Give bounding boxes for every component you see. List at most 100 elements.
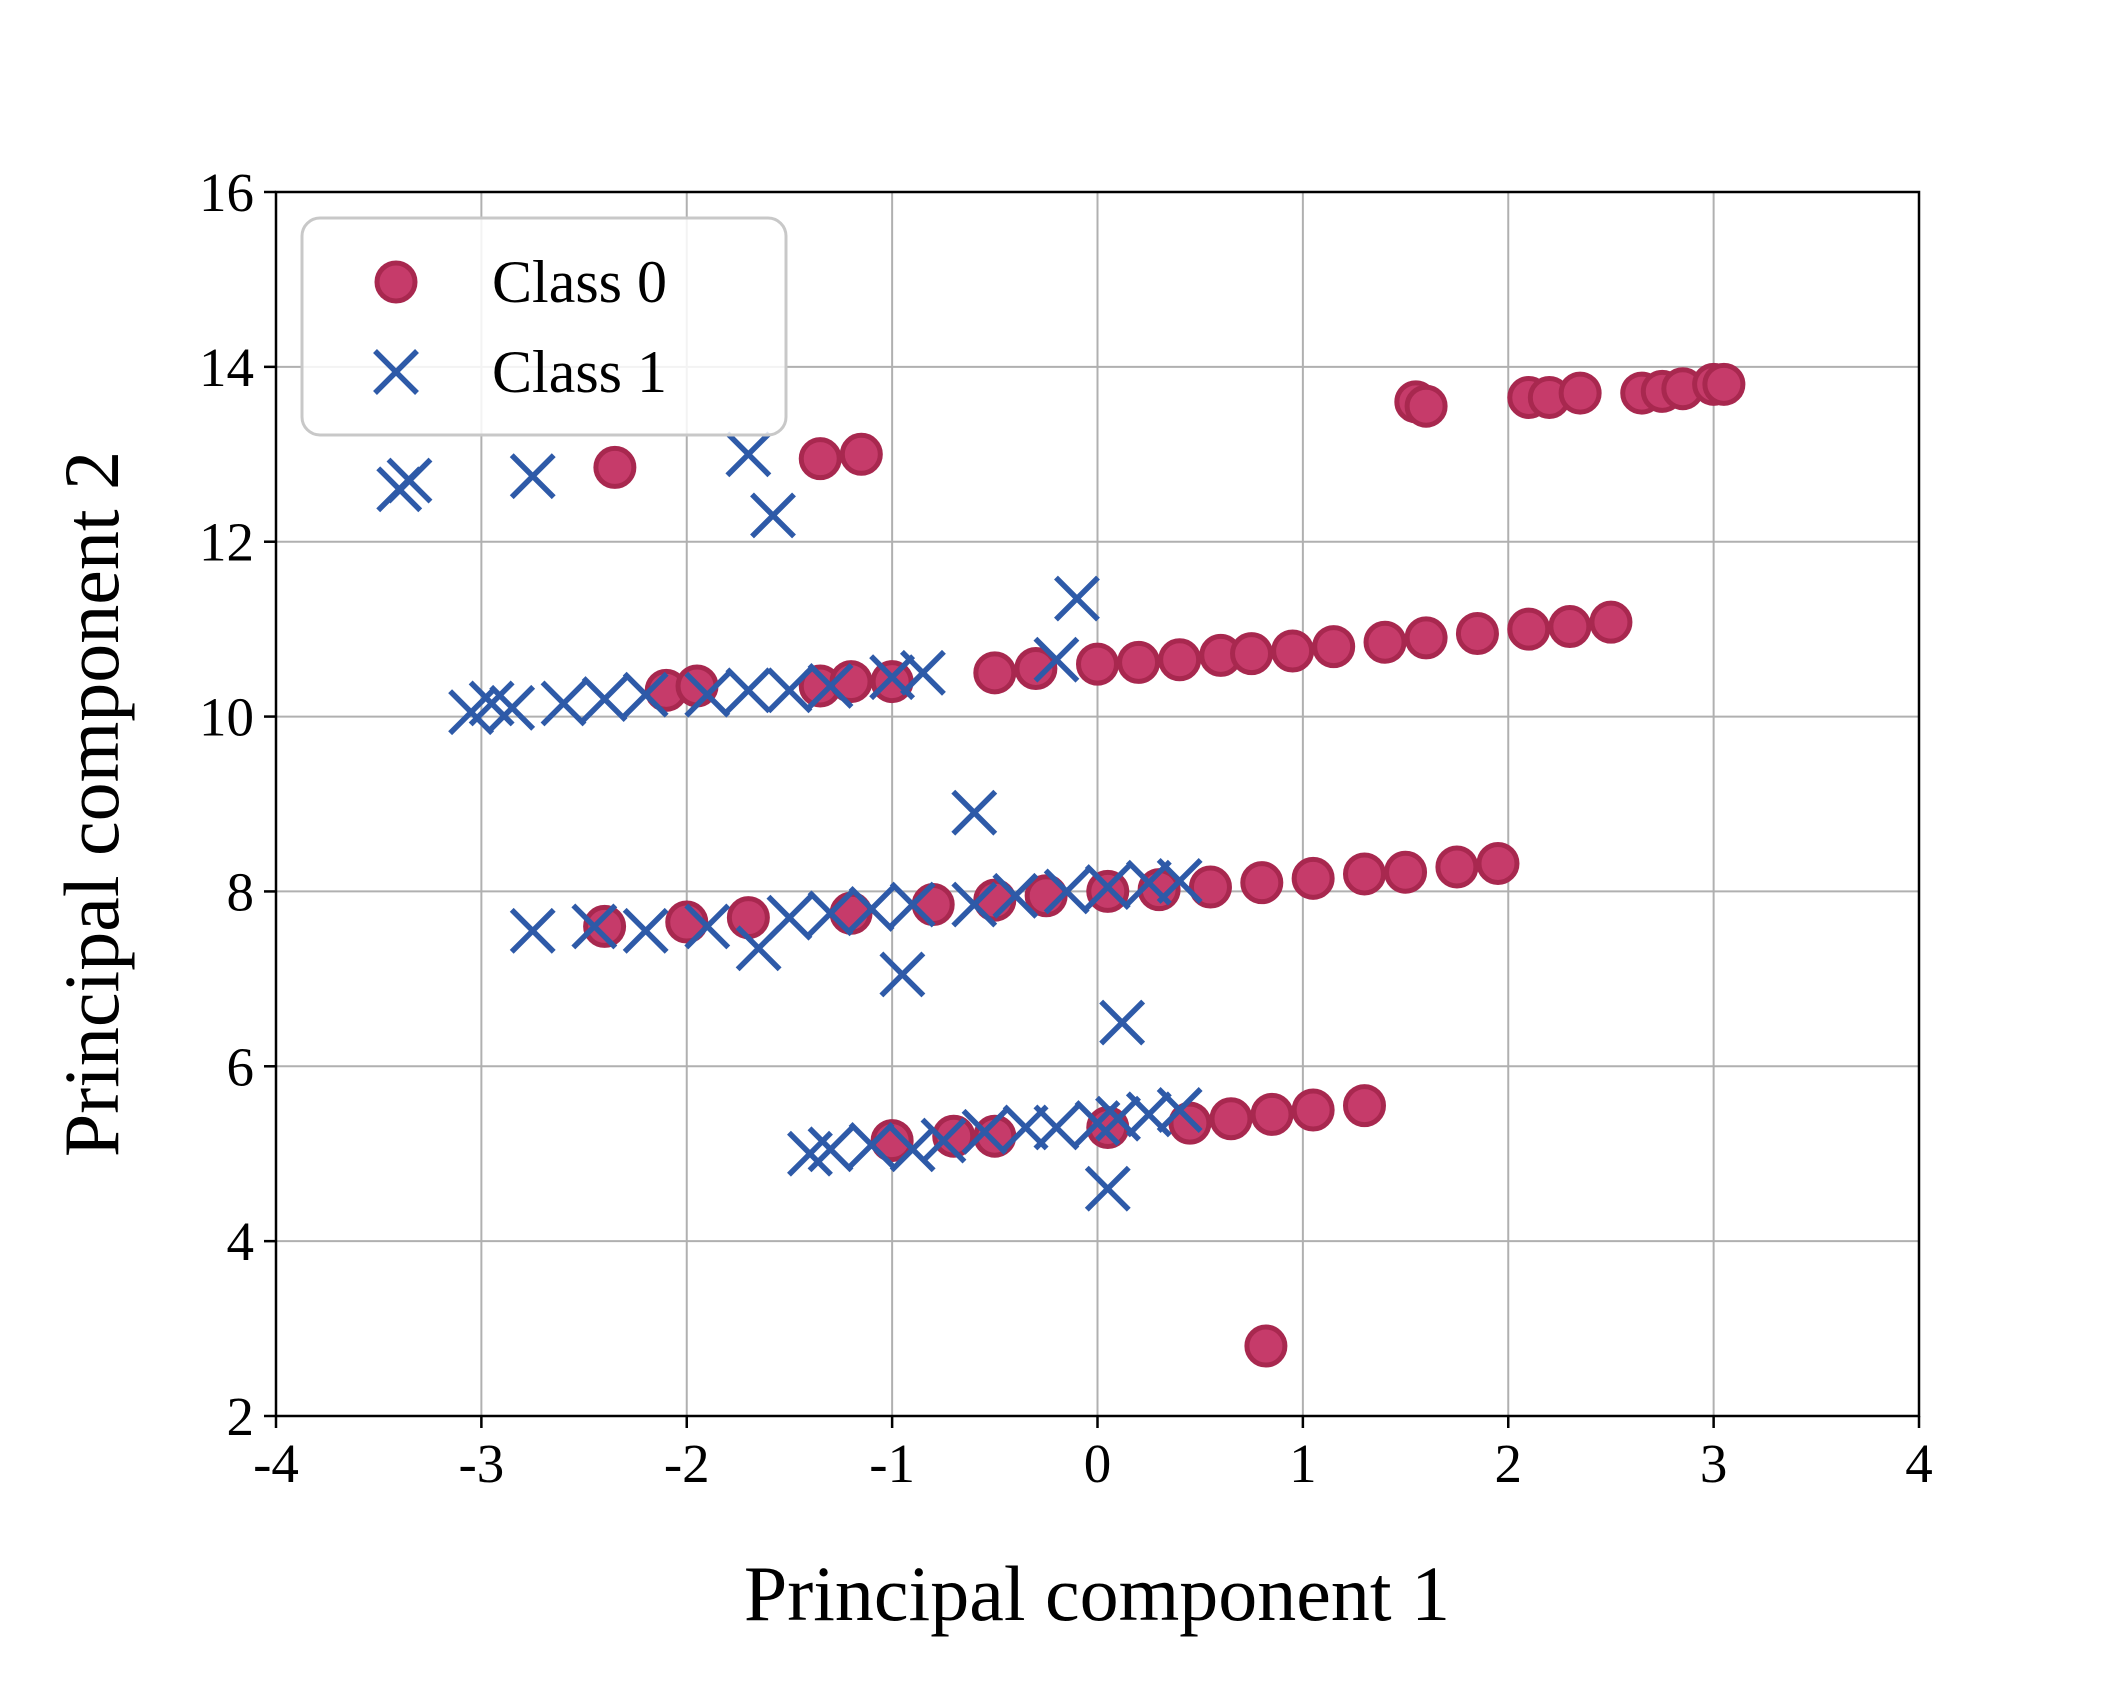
point bbox=[1291, 1088, 1335, 1132]
legend-label: Class 0 bbox=[492, 249, 667, 315]
legend-box bbox=[300, 216, 788, 437]
point bbox=[951, 789, 998, 836]
point bbox=[725, 667, 772, 714]
point bbox=[1076, 642, 1119, 686]
y-tick-label: 8 bbox=[227, 861, 255, 922]
point bbox=[581, 676, 628, 723]
y-tick-label: 14 bbox=[199, 337, 254, 398]
point bbox=[839, 432, 883, 476]
point bbox=[992, 872, 1039, 919]
point bbox=[1230, 632, 1274, 676]
legend-label: Class 1 bbox=[492, 339, 667, 405]
point bbox=[1342, 1084, 1386, 1128]
point bbox=[1033, 1104, 1080, 1151]
point bbox=[766, 894, 813, 941]
point bbox=[386, 457, 433, 504]
point bbox=[1404, 384, 1448, 428]
point bbox=[571, 903, 618, 950]
x-tick-label: 4 bbox=[1905, 1433, 1933, 1494]
point bbox=[889, 881, 936, 928]
point bbox=[807, 1126, 854, 1173]
x-tick-label: -3 bbox=[458, 1433, 504, 1494]
point bbox=[1342, 852, 1386, 896]
point bbox=[889, 1126, 936, 1173]
point bbox=[1099, 999, 1146, 1046]
y-tick-label: 16 bbox=[199, 162, 254, 223]
point bbox=[622, 907, 669, 954]
point bbox=[951, 881, 998, 928]
point bbox=[1404, 616, 1448, 660]
point bbox=[807, 663, 854, 709]
y-tick-label: 4 bbox=[227, 1211, 255, 1272]
point bbox=[973, 651, 1017, 695]
point bbox=[540, 680, 587, 727]
point bbox=[1250, 1092, 1294, 1136]
x-tick-label: 0 bbox=[1084, 1433, 1112, 1494]
point bbox=[1158, 638, 1202, 682]
x-tick-label: -2 bbox=[664, 1433, 710, 1494]
y-tick-label: 6 bbox=[227, 1036, 255, 1097]
point bbox=[1156, 857, 1203, 904]
x-tick-label: 2 bbox=[1495, 1433, 1523, 1494]
points bbox=[376, 362, 1746, 1368]
point bbox=[920, 1117, 967, 1164]
point bbox=[1363, 620, 1407, 664]
point bbox=[593, 445, 637, 489]
point bbox=[1558, 371, 1602, 415]
legend-marker bbox=[373, 349, 419, 395]
x-tick-label: 3 bbox=[1700, 1433, 1728, 1494]
x-tick-label: 1 bbox=[1289, 1433, 1317, 1494]
point bbox=[961, 1108, 1008, 1155]
point bbox=[798, 437, 842, 481]
y-axis-label: Principal component 2 bbox=[48, 451, 135, 1157]
point bbox=[1271, 629, 1315, 673]
point bbox=[879, 951, 926, 998]
point bbox=[911, 883, 955, 927]
point bbox=[1240, 861, 1284, 905]
y-tick-label: 10 bbox=[199, 687, 254, 748]
point bbox=[1084, 864, 1131, 911]
point bbox=[1589, 600, 1633, 644]
point bbox=[932, 1114, 976, 1158]
y-tick-label: 2 bbox=[227, 1386, 255, 1447]
legend-marker bbox=[374, 260, 418, 304]
point bbox=[1476, 841, 1520, 885]
x-tick-label: -1 bbox=[869, 1433, 915, 1494]
point bbox=[1188, 865, 1232, 909]
point bbox=[1043, 868, 1090, 915]
point bbox=[1548, 605, 1592, 649]
point bbox=[1054, 575, 1100, 622]
point bbox=[725, 431, 772, 478]
point bbox=[1507, 607, 1551, 651]
point bbox=[622, 671, 669, 718]
x-tick-label: -4 bbox=[253, 1433, 299, 1494]
point bbox=[583, 904, 627, 948]
point bbox=[1156, 1087, 1203, 1133]
point bbox=[1291, 856, 1335, 900]
point bbox=[1086, 869, 1130, 913]
point bbox=[1435, 845, 1479, 889]
point bbox=[848, 885, 895, 932]
point bbox=[899, 649, 946, 696]
point bbox=[509, 907, 556, 954]
point bbox=[1209, 1097, 1253, 1141]
y-tick-label: 12 bbox=[199, 512, 254, 573]
point bbox=[1033, 636, 1080, 683]
point bbox=[1117, 640, 1161, 684]
point bbox=[684, 903, 731, 950]
legend: Class 0 Class 1 bbox=[300, 216, 788, 437]
point bbox=[848, 1122, 895, 1168]
point bbox=[870, 660, 914, 704]
point bbox=[766, 667, 813, 714]
point bbox=[726, 896, 770, 940]
point bbox=[1014, 646, 1058, 690]
point bbox=[1084, 1165, 1131, 1212]
point bbox=[807, 890, 854, 937]
point bbox=[750, 492, 796, 539]
point bbox=[489, 684, 536, 731]
point bbox=[1312, 625, 1356, 669]
point bbox=[1244, 1324, 1288, 1368]
point bbox=[1384, 850, 1428, 894]
